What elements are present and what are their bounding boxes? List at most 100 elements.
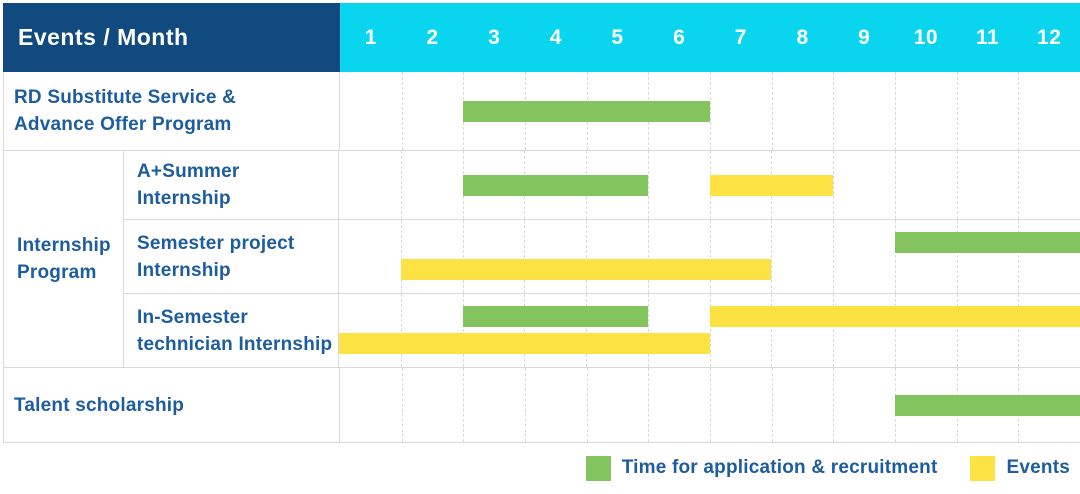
- month-gridline: [709, 220, 711, 293]
- month-header-strip: 1 2 3 4 5 6 7 8 9 10 11 12: [340, 3, 1080, 72]
- month-header-cell-4: 4: [549, 25, 562, 49]
- row-label-talent-scholarship: Talent scholarship: [4, 368, 340, 442]
- month-gridline: [1018, 72, 1020, 150]
- month-gridline: [586, 368, 588, 442]
- month-header-cell-6: 6: [673, 25, 686, 49]
- row-label-line: Talent scholarship: [14, 394, 185, 416]
- month-gridline: [771, 72, 773, 150]
- timeline-cell-talent-scholarship: [340, 368, 1080, 442]
- gantt-table: Events / Month 1 2 3 4 5 6 7 8 9 10 11 12 RD Substi…: [3, 3, 1080, 443]
- table-body: RD Substitute Service & Advance Offer Pr…: [3, 72, 1080, 443]
- gantt-bar-application: [462, 174, 648, 196]
- group-label-line: Program: [17, 262, 97, 283]
- month-gridline: [462, 294, 464, 367]
- month-header-cell-9: 9: [858, 25, 871, 49]
- month-gridline: [400, 220, 402, 293]
- month-gridline: [524, 294, 526, 367]
- month-gridline: [710, 72, 711, 150]
- row-label-line: A+Summer: [137, 161, 240, 182]
- month-gridline: [401, 368, 403, 442]
- month-gridline: [833, 220, 834, 293]
- row-label-line: technician Internship: [137, 333, 333, 355]
- gantt-bar-application: [462, 306, 648, 328]
- row-in-semester-technician: In-Semester technician Internship: [124, 294, 1080, 367]
- month-gridline: [525, 368, 526, 442]
- month-gridline: [956, 294, 958, 367]
- row-semester-project: Semester project Internship: [124, 220, 1080, 294]
- gantt-bar-event: [709, 174, 833, 196]
- month-gridline: [894, 220, 896, 293]
- gantt-bar-application: [894, 232, 1080, 254]
- gantt-bar-event: [339, 333, 710, 355]
- month-gridline: [956, 72, 958, 150]
- month-gridline: [833, 294, 834, 367]
- month-gridline: [462, 220, 464, 293]
- month-header-cell-12: 12: [1037, 25, 1062, 49]
- month-gridline: [833, 72, 835, 150]
- application-green-swatch-icon: [585, 455, 611, 481]
- legend: Time for application & recruitment Event…: [0, 443, 1080, 493]
- month-gridline: [956, 220, 958, 293]
- month-gridline: [956, 151, 958, 219]
- month-gridline: [400, 151, 402, 219]
- row-label-line: Internship: [137, 259, 231, 281]
- gantt-bar-event: [709, 306, 1080, 328]
- month-gridline: [895, 72, 896, 150]
- row-label-line: RD Substitute Service &: [14, 87, 237, 108]
- row-label-line: In-Semester: [137, 306, 248, 328]
- row-label-line: Advance Offer Program: [14, 114, 232, 135]
- month-header-cell-8: 8: [796, 25, 809, 49]
- row-a-plus-summer: A+Summer Internship: [124, 151, 1080, 220]
- month-gridline: [586, 220, 587, 293]
- month-gridline: [647, 294, 649, 367]
- row-rd-substitute: RD Substitute Service & Advance Offer Pr…: [4, 72, 1080, 151]
- month-gridline: [524, 220, 526, 293]
- gantt-bar-application: [463, 100, 710, 122]
- month-header-cell-1: 1: [364, 25, 377, 49]
- internship-program-group: Internship Program A+Summer Internship: [4, 151, 1080, 368]
- row-label-line: Semester project: [137, 232, 295, 254]
- row-label-a-plus-summer: A+Summer Internship: [124, 151, 339, 219]
- month-gridline: [1018, 294, 1020, 367]
- month-gridline: [894, 151, 896, 219]
- month-gridline: [771, 368, 773, 442]
- group-label-internship-program: Internship Program: [4, 151, 124, 367]
- legend-item-events: Events: [970, 455, 1070, 481]
- row-label-semester-project: Semester project Internship: [124, 220, 339, 293]
- timeline-cell-rd-substitute: [340, 72, 1080, 150]
- month-gridline: [833, 368, 835, 442]
- month-gridline: [648, 368, 650, 442]
- legend-label-events: Events: [1006, 457, 1070, 478]
- month-gridline: [894, 294, 896, 367]
- group-label-line: Internship: [17, 235, 111, 256]
- table-title: Events / Month: [18, 24, 189, 50]
- month-gridline: [463, 368, 465, 442]
- month-gridline: [647, 220, 649, 293]
- month-header-cell-5: 5: [611, 25, 624, 49]
- gantt-bar-event: [400, 259, 772, 281]
- row-talent-scholarship: Talent scholarship: [4, 368, 1080, 442]
- month-gridline: [1018, 220, 1020, 293]
- month-header-cell-11: 11: [975, 25, 1000, 49]
- month-gridline: [401, 72, 403, 150]
- month-gridline: [771, 220, 773, 293]
- month-header-cell-10: 10: [913, 25, 939, 49]
- month-header-cell-3: 3: [488, 25, 501, 49]
- events-yellow-swatch-icon: [970, 455, 996, 481]
- legend-label-application: Time for application & recruitment: [621, 457, 938, 478]
- month-gridline: [833, 151, 834, 219]
- month-gridline: [586, 294, 587, 367]
- table-header-row: Events / Month 1 2 3 4 5 6 7 8 9 10 11 12: [3, 3, 1080, 72]
- gantt-bar-application: [895, 394, 1080, 416]
- row-label-line: Internship: [137, 188, 231, 209]
- events-month-header-cell: Events / Month: [3, 3, 340, 72]
- month-gridline: [710, 368, 711, 442]
- timeline-cell-a-plus-summer: [339, 151, 1080, 219]
- row-label-in-semester-technician: In-Semester technician Internship: [124, 294, 339, 367]
- month-gridline: [400, 294, 402, 367]
- internship-program-subrows: A+Summer Internship Semester project Int…: [124, 151, 1080, 367]
- month-gridline: [647, 151, 649, 219]
- month-gridline: [771, 294, 773, 367]
- timeline-cell-semester-project: [339, 220, 1080, 293]
